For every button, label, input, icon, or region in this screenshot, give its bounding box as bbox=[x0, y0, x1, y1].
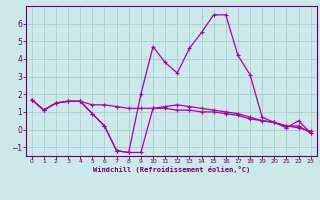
X-axis label: Windchill (Refroidissement éolien,°C): Windchill (Refroidissement éolien,°C) bbox=[92, 166, 250, 173]
